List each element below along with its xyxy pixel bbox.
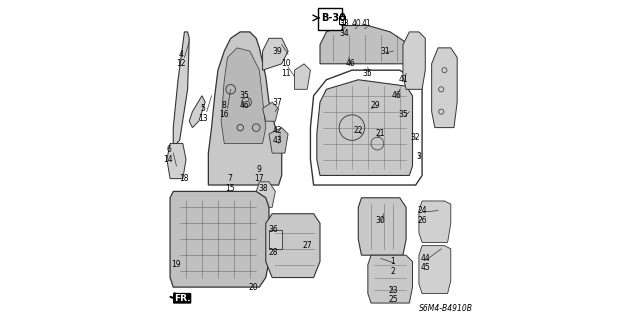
Text: 35: 35: [362, 69, 372, 78]
Text: 39: 39: [272, 47, 282, 56]
Text: 36: 36: [268, 225, 278, 234]
Polygon shape: [170, 191, 269, 287]
Text: 42: 42: [273, 126, 283, 135]
Text: 25: 25: [388, 295, 398, 304]
Text: 20: 20: [248, 283, 258, 292]
Text: 13: 13: [198, 114, 208, 122]
Text: 23: 23: [388, 286, 398, 295]
Text: 35: 35: [239, 91, 249, 100]
Text: 41: 41: [399, 75, 408, 84]
Text: 4: 4: [178, 50, 183, 59]
Text: 35: 35: [399, 110, 408, 119]
Text: 46: 46: [239, 101, 249, 110]
Polygon shape: [173, 32, 189, 144]
Polygon shape: [209, 32, 282, 185]
Text: 6: 6: [166, 145, 171, 154]
Text: 15: 15: [225, 184, 235, 193]
Text: S6M4-B4910B: S6M4-B4910B: [419, 304, 473, 313]
Text: 16: 16: [220, 110, 229, 119]
Polygon shape: [368, 255, 413, 303]
Bar: [339, 16, 345, 24]
Text: 3: 3: [417, 152, 421, 161]
Text: 44: 44: [420, 254, 430, 263]
Text: 18: 18: [179, 174, 188, 183]
Polygon shape: [221, 48, 266, 144]
Text: FR.: FR.: [174, 294, 190, 303]
Polygon shape: [269, 230, 282, 249]
Text: 38: 38: [259, 184, 268, 193]
Text: 27: 27: [303, 241, 312, 250]
Text: 46: 46: [346, 59, 355, 68]
Text: 8: 8: [222, 101, 227, 110]
FancyBboxPatch shape: [319, 8, 342, 30]
Polygon shape: [317, 80, 413, 175]
Polygon shape: [358, 198, 406, 255]
Text: 22: 22: [353, 126, 363, 135]
Polygon shape: [262, 102, 278, 121]
Text: 10: 10: [281, 59, 291, 68]
Polygon shape: [320, 26, 410, 64]
Text: 43: 43: [273, 136, 283, 145]
Polygon shape: [189, 96, 205, 128]
Text: 30: 30: [375, 216, 385, 225]
Text: 5: 5: [200, 104, 205, 113]
Polygon shape: [269, 128, 288, 153]
Text: 32: 32: [411, 133, 420, 142]
Polygon shape: [256, 182, 275, 207]
Text: 9: 9: [256, 165, 261, 174]
Text: 28: 28: [268, 248, 278, 256]
Text: 45: 45: [420, 263, 430, 272]
Polygon shape: [431, 48, 457, 128]
Polygon shape: [262, 38, 288, 70]
Polygon shape: [294, 64, 310, 89]
Text: 41: 41: [362, 19, 371, 28]
Text: 29: 29: [371, 101, 380, 110]
Text: 1: 1: [390, 257, 395, 266]
Text: 21: 21: [375, 130, 385, 138]
Text: 40: 40: [351, 19, 361, 28]
Text: 26: 26: [417, 216, 427, 225]
Text: 7: 7: [228, 174, 232, 183]
Polygon shape: [419, 201, 451, 242]
Text: B-30: B-30: [321, 12, 346, 23]
Text: 12: 12: [176, 59, 186, 68]
Text: 11: 11: [281, 69, 291, 78]
Polygon shape: [403, 32, 425, 89]
Text: 37: 37: [272, 98, 282, 107]
Text: 2: 2: [390, 267, 395, 276]
Text: 34: 34: [339, 29, 349, 38]
Polygon shape: [167, 144, 186, 179]
Text: 24: 24: [417, 206, 427, 215]
Text: 17: 17: [254, 174, 264, 183]
Polygon shape: [266, 214, 320, 278]
Text: 31: 31: [380, 47, 390, 56]
Text: 33: 33: [339, 19, 349, 28]
Text: 46: 46: [392, 91, 401, 100]
Text: 19: 19: [171, 260, 180, 269]
Polygon shape: [419, 246, 451, 293]
Text: 14: 14: [164, 155, 173, 164]
